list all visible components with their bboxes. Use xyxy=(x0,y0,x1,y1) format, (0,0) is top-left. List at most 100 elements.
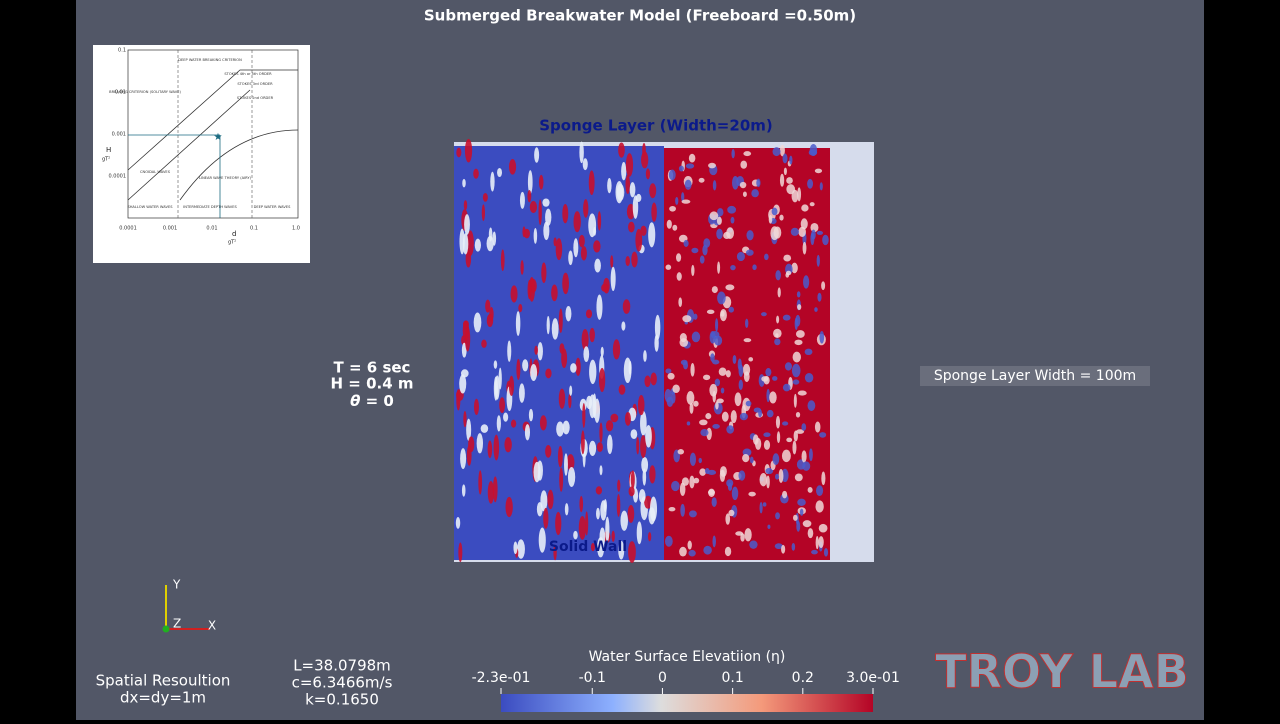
inset-x-tick: 0.01 xyxy=(206,226,217,232)
blob xyxy=(762,502,767,507)
blob xyxy=(672,384,680,394)
blob xyxy=(643,350,647,362)
blob xyxy=(730,216,735,224)
blob xyxy=(566,454,575,471)
blob xyxy=(455,517,461,529)
blob xyxy=(671,391,676,404)
blob xyxy=(763,376,770,385)
blob xyxy=(482,193,488,202)
blob xyxy=(781,449,791,463)
blob xyxy=(567,466,576,487)
blob xyxy=(589,359,597,385)
blob xyxy=(675,253,682,262)
blob xyxy=(578,234,585,248)
blob xyxy=(524,424,531,441)
colorbar-tick-label: 0.1 xyxy=(721,670,743,686)
blob xyxy=(728,509,735,517)
inset-x-tick: 0.0001 xyxy=(119,226,137,232)
blob xyxy=(715,401,719,410)
blob xyxy=(616,494,621,517)
blob xyxy=(541,262,547,284)
blob xyxy=(612,339,621,360)
axis-z: Z xyxy=(173,617,181,631)
blob xyxy=(712,359,720,365)
blob xyxy=(794,317,798,330)
blob xyxy=(545,208,552,226)
blob xyxy=(625,174,631,194)
blob xyxy=(637,395,645,416)
blob xyxy=(738,379,743,391)
blob xyxy=(601,283,609,292)
blob xyxy=(534,147,540,163)
blob xyxy=(704,467,710,475)
blob xyxy=(485,299,491,313)
blob xyxy=(474,238,481,252)
blob xyxy=(605,420,614,432)
blob xyxy=(561,348,568,369)
blob xyxy=(665,264,672,270)
blob xyxy=(562,272,569,295)
blob xyxy=(746,230,754,241)
blob xyxy=(568,393,572,409)
blob xyxy=(638,489,646,504)
blob xyxy=(745,249,754,256)
blob xyxy=(499,397,506,414)
blob xyxy=(688,510,697,518)
blob xyxy=(707,489,715,496)
blob xyxy=(786,437,793,443)
blob xyxy=(748,491,756,497)
blob xyxy=(752,264,757,271)
blob xyxy=(590,543,595,552)
blob xyxy=(678,165,684,172)
blob xyxy=(607,434,613,455)
blob xyxy=(796,520,801,532)
blob xyxy=(792,440,797,455)
blob xyxy=(781,544,786,554)
theta-value: = 0 xyxy=(360,392,393,410)
blob xyxy=(562,420,570,435)
blob xyxy=(625,255,630,267)
blob xyxy=(693,477,700,484)
blob xyxy=(599,422,603,443)
blob xyxy=(720,387,725,394)
blob xyxy=(636,436,640,455)
blob xyxy=(480,424,489,433)
blob xyxy=(456,147,462,158)
blob xyxy=(775,333,779,338)
blob xyxy=(557,445,563,468)
blob xyxy=(533,227,538,244)
field-top-label: Sponge Layer (Width=20m) xyxy=(539,117,773,135)
blob xyxy=(807,400,816,411)
blob xyxy=(516,539,525,559)
blob xyxy=(749,540,758,549)
blob xyxy=(717,261,721,274)
colorbar-tick-label: 0.2 xyxy=(792,670,814,686)
blob xyxy=(794,473,803,482)
blob xyxy=(744,528,752,542)
blob xyxy=(789,155,793,165)
blob xyxy=(665,368,672,374)
blob xyxy=(765,367,772,377)
blob xyxy=(627,504,635,523)
blob xyxy=(678,297,683,308)
blob xyxy=(709,383,718,397)
inset-note: DEEP WATER WAVES xyxy=(254,205,292,209)
blob xyxy=(628,541,636,563)
blob xyxy=(621,321,626,331)
blob xyxy=(458,542,463,563)
blob xyxy=(486,235,494,252)
blob xyxy=(553,237,557,247)
blob xyxy=(714,378,721,387)
blob xyxy=(761,312,767,317)
blob xyxy=(476,433,484,454)
blob xyxy=(618,142,625,158)
blob xyxy=(649,465,656,484)
blob xyxy=(668,169,676,181)
blob xyxy=(819,182,823,191)
blob xyxy=(770,226,779,241)
blob xyxy=(635,228,643,252)
blob xyxy=(822,234,829,246)
blob xyxy=(679,546,687,557)
wave-param: k=0.1650 xyxy=(305,691,379,709)
